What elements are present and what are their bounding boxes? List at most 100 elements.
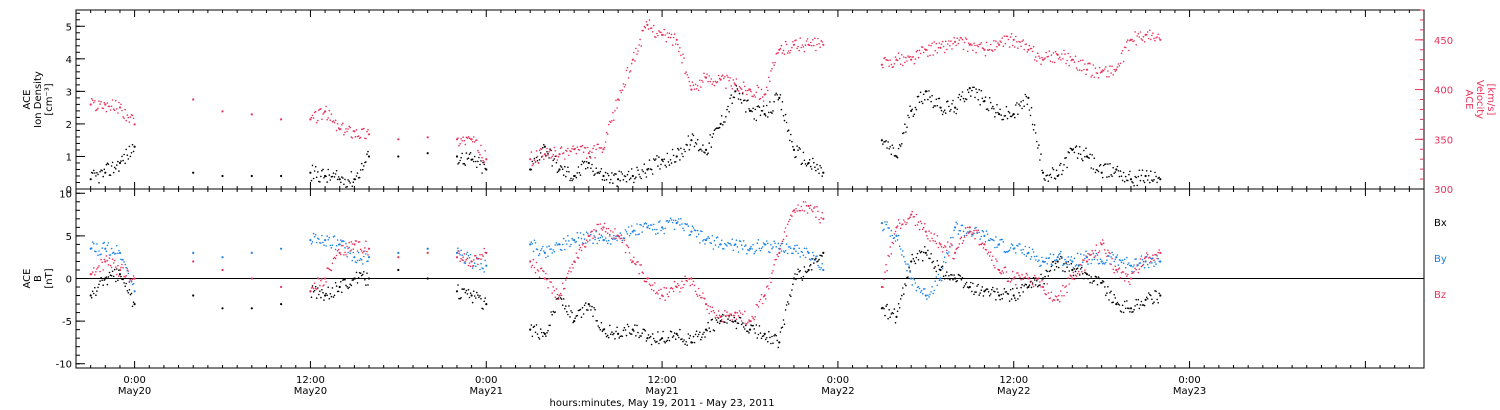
bz-point <box>320 279 322 282</box>
bz-point <box>950 243 952 245</box>
density-point <box>347 179 349 181</box>
bx-point <box>1027 285 1030 289</box>
density-point <box>763 113 766 116</box>
bx-point <box>612 333 614 336</box>
density-point <box>747 99 749 101</box>
by-point <box>529 243 532 246</box>
bz-point <box>797 204 799 206</box>
by-point <box>1073 257 1076 260</box>
by-point <box>912 277 915 280</box>
bx-point <box>1087 277 1089 280</box>
by-point <box>1014 247 1016 249</box>
by-point <box>1009 247 1012 249</box>
bx-point <box>551 313 553 316</box>
density-point <box>1084 155 1086 158</box>
bz-point <box>938 242 941 244</box>
bz-point <box>1105 252 1107 255</box>
by-point <box>909 271 911 273</box>
velocity-point <box>107 105 110 108</box>
bz-point <box>779 248 782 250</box>
bz-point <box>718 314 721 317</box>
bz-point <box>757 306 760 308</box>
bx-point <box>809 263 812 266</box>
bx-point <box>662 330 664 333</box>
bx-point <box>460 297 462 299</box>
by-point <box>1063 263 1065 266</box>
by-point <box>1094 255 1097 257</box>
by-point <box>1041 256 1043 259</box>
bz-point <box>895 226 898 229</box>
velocity-point <box>95 109 97 112</box>
velocity-point <box>1043 58 1045 61</box>
bz-point <box>121 263 123 266</box>
density-point <box>568 171 570 173</box>
bz-point <box>192 260 195 263</box>
bx-point <box>1101 280 1104 282</box>
bz-point <box>965 234 968 237</box>
bz-point <box>787 220 790 223</box>
bz-point <box>709 306 711 308</box>
bx-point <box>899 298 902 300</box>
bz-point <box>551 292 553 294</box>
bz-point <box>999 271 1001 274</box>
velocity-point <box>471 140 474 143</box>
bx-point <box>1009 288 1012 291</box>
density-point <box>621 173 624 175</box>
by-point <box>1155 263 1157 265</box>
velocity-point <box>657 34 659 37</box>
velocity-point <box>336 123 339 125</box>
bx-point <box>654 340 656 342</box>
density-point <box>580 163 583 166</box>
bx-point <box>97 286 99 289</box>
by-point <box>107 242 110 244</box>
bx-point <box>483 300 486 303</box>
x-tick-time-label: 0:00 <box>123 375 145 386</box>
bx-point <box>628 332 631 334</box>
bx-point <box>646 337 649 340</box>
bx-point <box>484 297 487 299</box>
density-point <box>1032 129 1035 131</box>
velocity-point <box>325 105 327 108</box>
bx-point <box>944 274 947 277</box>
bx-point <box>557 297 560 299</box>
bx-point <box>1054 262 1057 265</box>
bz-point <box>579 246 582 249</box>
bx-point <box>773 335 775 337</box>
by-point <box>565 240 567 242</box>
density-point <box>569 179 571 182</box>
bz-point <box>1057 294 1060 297</box>
velocity-point <box>774 61 776 64</box>
bz-point <box>1005 271 1008 273</box>
bz-point <box>989 251 992 253</box>
bx-point <box>580 316 583 319</box>
by-point <box>664 227 666 230</box>
velocity-point <box>1134 31 1136 33</box>
bz-point <box>991 259 993 262</box>
bz-point <box>968 226 971 229</box>
bx-point <box>630 333 633 335</box>
bx-point <box>708 327 710 329</box>
by-point <box>983 234 986 237</box>
velocity-point <box>1137 32 1140 35</box>
velocity-point <box>124 108 126 111</box>
velocity-point <box>333 121 336 124</box>
density-point <box>809 165 812 168</box>
bx-point <box>987 291 990 293</box>
by-point <box>367 256 371 259</box>
by-point <box>1151 262 1153 264</box>
density-point <box>1158 176 1160 179</box>
by-point <box>585 231 588 233</box>
bz-point <box>1149 256 1151 259</box>
x-tick-date-label: May20 <box>118 386 151 397</box>
density-point <box>1007 110 1010 113</box>
bx-point <box>991 288 993 291</box>
bz-point <box>717 310 720 312</box>
bx-point <box>327 286 330 289</box>
by-point <box>714 244 717 246</box>
bz-point <box>1061 295 1063 297</box>
by-point <box>984 241 987 243</box>
bz-point <box>1122 271 1125 273</box>
density-point <box>915 108 918 111</box>
bz-point <box>970 230 972 233</box>
by-point <box>630 225 633 227</box>
